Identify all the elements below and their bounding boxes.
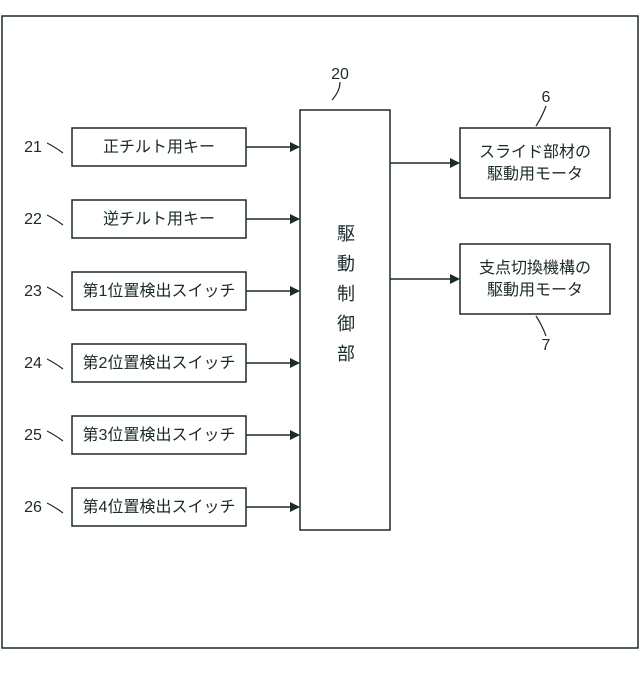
block-diagram: 20 駆動制御部 正チルト用キー 21 逆チルト用キー 22 第1位置検出スイッチ 23 第2位… bbox=[0, 0, 640, 673]
pos3-switch-ref-tick bbox=[47, 431, 63, 441]
fulcrum-motor-arrow-head bbox=[450, 274, 460, 284]
fulcrum-motor-label2: 駆動用モータ bbox=[487, 281, 583, 299]
controller-ref: 20 bbox=[331, 66, 349, 83]
key-fwd-tilt-ref: 21 bbox=[24, 139, 42, 156]
fulcrum-motor-box bbox=[460, 244, 610, 314]
slide-motor-ref: 6 bbox=[542, 89, 551, 106]
pos1-switch-ref-tick bbox=[47, 287, 63, 297]
fulcrum-motor-ref: 7 bbox=[542, 337, 551, 354]
key-rev-tilt-ref-tick bbox=[47, 215, 63, 225]
key-rev-tilt-ref: 22 bbox=[24, 211, 42, 228]
controller-ref-tick bbox=[332, 82, 340, 100]
fulcrum-motor-ref-tick bbox=[536, 316, 546, 336]
pos4-switch-arrow-head bbox=[290, 502, 300, 512]
controller-label-3: 御 bbox=[337, 314, 355, 334]
key-fwd-tilt-ref-tick bbox=[47, 143, 63, 153]
slide-motor-arrow-head bbox=[450, 158, 460, 168]
pos1-switch-label: 第1位置検出スイッチ bbox=[83, 282, 236, 300]
controller-label-4: 部 bbox=[337, 344, 355, 364]
outer-frame bbox=[2, 16, 638, 648]
pos3-switch-ref: 25 bbox=[24, 427, 42, 444]
controller-label-2: 制 bbox=[337, 284, 355, 304]
slide-motor-box bbox=[460, 128, 610, 198]
controller-label-1: 動 bbox=[337, 254, 355, 274]
key-rev-tilt-arrow-head bbox=[290, 214, 300, 224]
pos3-switch-label: 第3位置検出スイッチ bbox=[83, 426, 236, 444]
slide-motor-label2: 駆動用モータ bbox=[487, 165, 583, 183]
pos2-switch-arrow-head bbox=[290, 358, 300, 368]
pos2-switch-ref-tick bbox=[47, 359, 63, 369]
pos2-switch-label: 第2位置検出スイッチ bbox=[83, 354, 236, 372]
fulcrum-motor-label1: 支点切換機構の bbox=[479, 259, 591, 277]
pos3-switch-arrow-head bbox=[290, 430, 300, 440]
pos4-switch-ref: 26 bbox=[24, 499, 42, 516]
pos1-switch-ref: 23 bbox=[24, 283, 42, 300]
slide-motor-ref-tick bbox=[536, 106, 546, 126]
key-fwd-tilt-arrow-head bbox=[290, 142, 300, 152]
pos4-switch-ref-tick bbox=[47, 503, 63, 513]
pos4-switch-label: 第4位置検出スイッチ bbox=[83, 498, 236, 516]
pos1-switch-arrow-head bbox=[290, 286, 300, 296]
key-rev-tilt-label: 逆チルト用キー bbox=[103, 210, 215, 228]
pos2-switch-ref: 24 bbox=[24, 355, 42, 372]
controller-label-0: 駆 bbox=[337, 224, 355, 244]
slide-motor-label1: スライド部材の bbox=[479, 143, 591, 161]
key-fwd-tilt-label: 正チルト用キー bbox=[103, 139, 215, 156]
